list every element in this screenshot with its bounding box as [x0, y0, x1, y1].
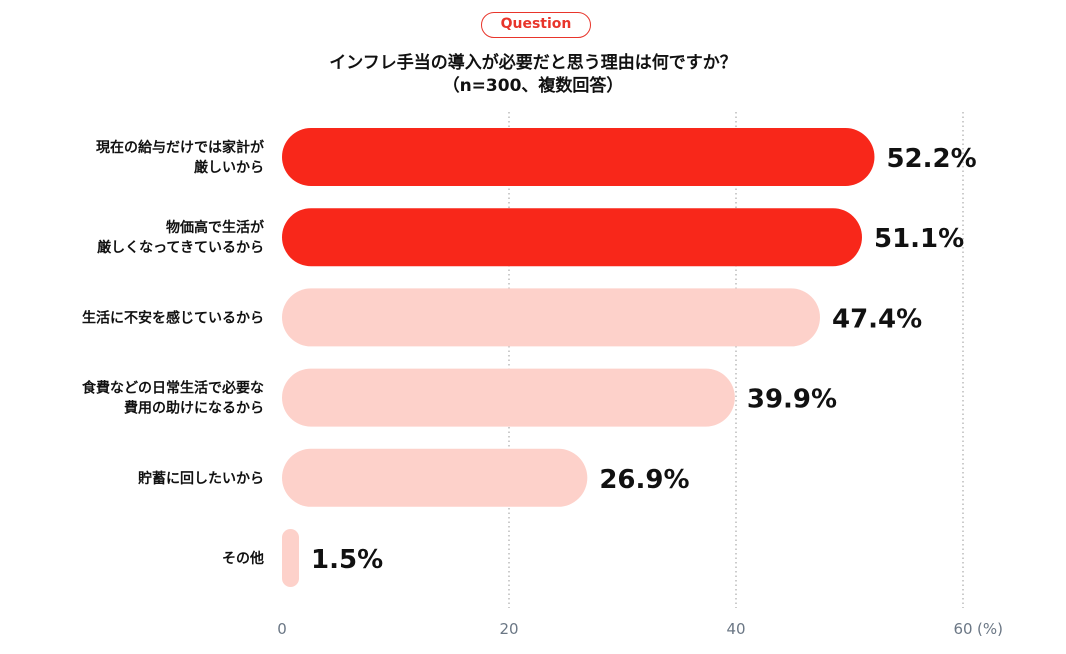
value-label-1: 51.1%: [874, 224, 964, 254]
bar-4: [282, 448, 588, 507]
value-label-2: 47.4%: [832, 304, 922, 334]
value-label-4: 26.9%: [599, 465, 689, 495]
category-label-3: 食費などの日常生活で必要な費用の助けになるから: [82, 380, 264, 417]
category-label-2: 生活に不安を感じているから: [82, 309, 264, 326]
bar-1: [282, 208, 862, 267]
bar-0: [282, 128, 875, 186]
x-unit-label: (%): [977, 620, 1003, 638]
bar-2: [282, 288, 820, 347]
value-label-5: 1.5%: [311, 545, 383, 575]
x-tick-20: 20: [499, 620, 518, 638]
x-tick-0: 0: [277, 620, 287, 638]
bar-5: [282, 529, 300, 587]
category-label-4: 貯蓄に回したいから: [138, 470, 264, 487]
value-label-3: 39.9%: [747, 385, 837, 415]
chart-subtitle: （n=300、複数回答）: [442, 76, 624, 96]
category-label-0: 現在の給与だけでは家計が厳しいから: [96, 139, 265, 176]
category-label-5: その他: [222, 550, 264, 567]
x-tick-40: 40: [726, 620, 745, 638]
value-label-0: 52.2%: [886, 144, 976, 174]
question-badge: Question: [481, 12, 591, 38]
category-label-1: 物価高で生活が厳しくなってきているから: [97, 219, 265, 256]
x-tick-60: 60: [953, 620, 972, 638]
chart-title: インフレ手当の導入が必要だと思う理由は何ですか？: [329, 53, 737, 73]
bar-3: [282, 368, 735, 427]
